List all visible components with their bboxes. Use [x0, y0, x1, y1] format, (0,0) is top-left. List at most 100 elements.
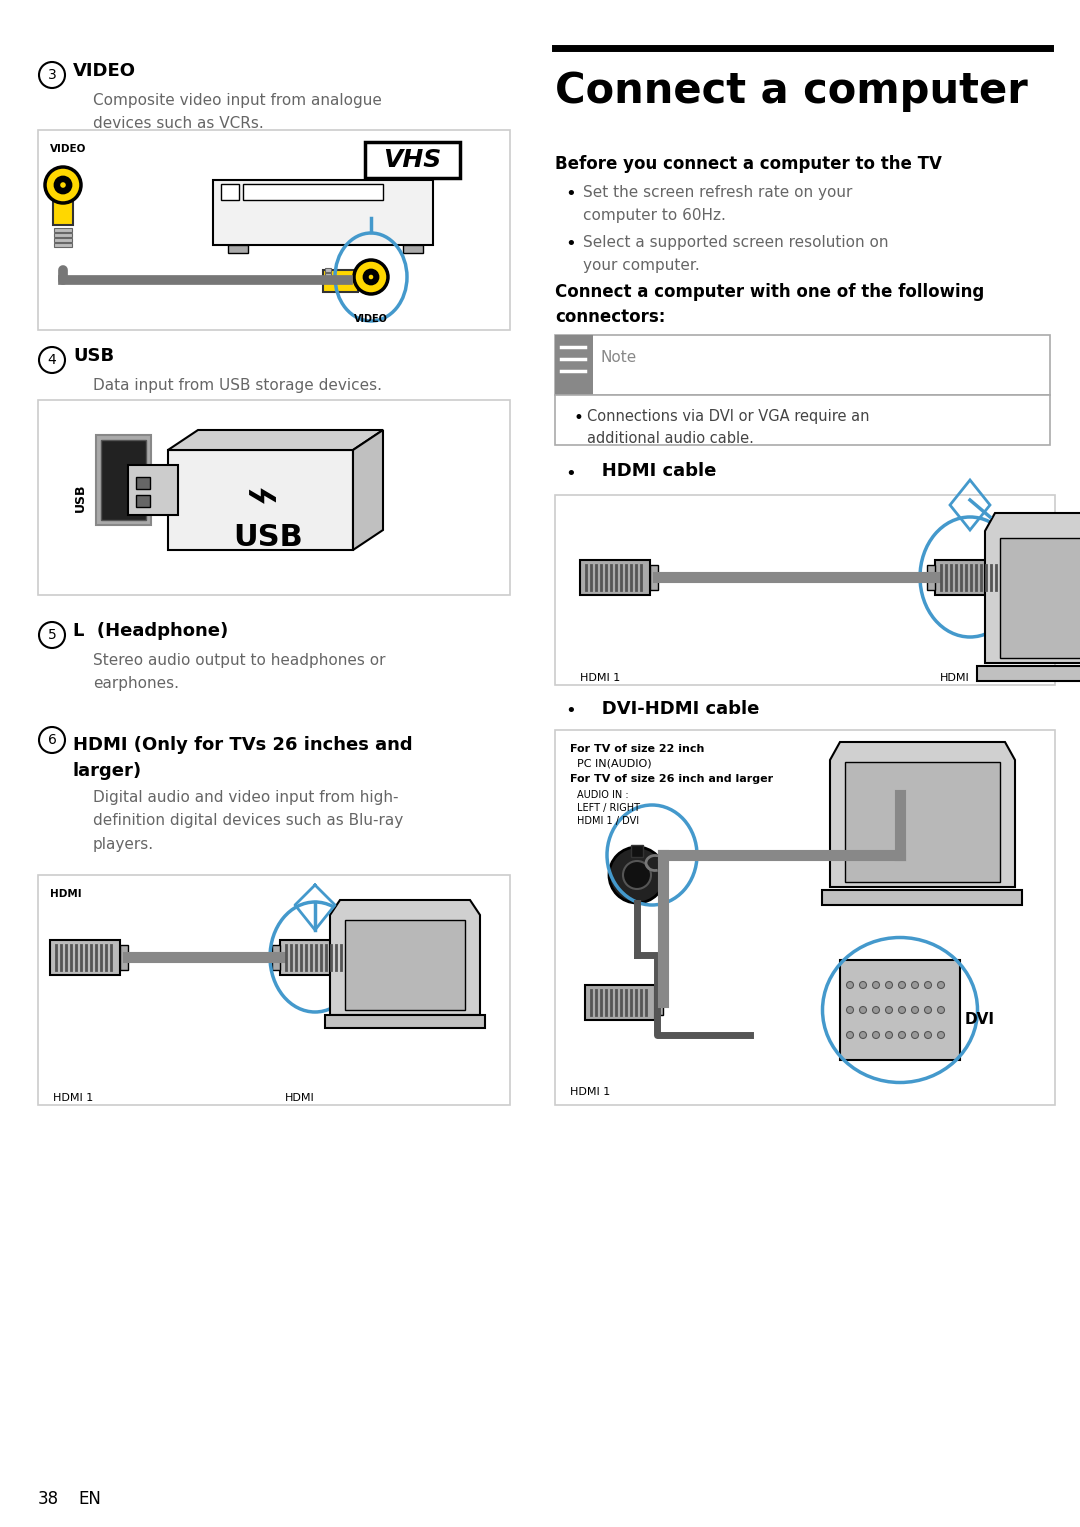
Bar	[136, 495, 150, 507]
Text: USB: USB	[73, 483, 86, 512]
Text: ⌁: ⌁	[246, 470, 280, 525]
Text: 5: 5	[48, 628, 56, 641]
Bar	[243, 183, 383, 200]
Circle shape	[45, 166, 81, 203]
Text: For TV of size 26 inch and larger: For TV of size 26 inch and larger	[570, 774, 773, 783]
Text: EN: EN	[78, 1490, 100, 1509]
Bar	[54, 234, 72, 237]
Text: Digital audio and video input from high-
definition digital devices such as Blu-: Digital audio and video input from high-…	[93, 789, 403, 852]
Circle shape	[886, 1006, 892, 1014]
Text: 3: 3	[48, 69, 56, 82]
Circle shape	[886, 982, 892, 988]
Bar	[935, 560, 1005, 596]
Text: •: •	[565, 702, 576, 721]
Text: VHS: VHS	[383, 148, 441, 173]
Text: For TV of size 22 inch: For TV of size 22 inch	[570, 744, 704, 754]
Text: 4: 4	[48, 353, 56, 366]
Text: HDMI 1: HDMI 1	[53, 1093, 93, 1102]
Circle shape	[847, 1032, 853, 1038]
Text: PC IN(AUDIO): PC IN(AUDIO)	[577, 757, 651, 768]
Bar	[228, 244, 248, 253]
Text: AUDIO IN :: AUDIO IN :	[577, 789, 629, 800]
Circle shape	[924, 1032, 931, 1038]
Text: HDMI: HDMI	[940, 673, 970, 683]
Circle shape	[886, 1032, 892, 1038]
Bar	[585, 985, 654, 1020]
Text: Data input from USB storage devices.: Data input from USB storage devices.	[93, 379, 382, 392]
Text: Connections via DVI or VGA require an
additional audio cable.: Connections via DVI or VGA require an ad…	[588, 409, 869, 446]
Circle shape	[847, 982, 853, 988]
Bar	[1000, 538, 1080, 658]
Bar	[54, 243, 72, 247]
Bar	[38, 130, 510, 330]
Bar	[555, 730, 1055, 1106]
Text: 6: 6	[48, 733, 56, 747]
Circle shape	[59, 182, 67, 188]
Circle shape	[860, 982, 866, 988]
Text: •: •	[573, 409, 583, 428]
Text: Stereo audio output to headphones or
earphones.: Stereo audio output to headphones or ear…	[93, 654, 386, 692]
Bar	[53, 180, 73, 224]
Circle shape	[937, 982, 945, 988]
Circle shape	[847, 1006, 853, 1014]
Bar	[325, 273, 330, 276]
Polygon shape	[330, 899, 480, 1015]
Bar	[403, 244, 423, 253]
Text: USB: USB	[73, 347, 114, 365]
Text: HDMI 1: HDMI 1	[580, 673, 620, 683]
Bar	[38, 400, 510, 596]
Text: HDMI (Only for TVs 26 inches and
larger): HDMI (Only for TVs 26 inches and larger)	[73, 736, 413, 780]
Circle shape	[609, 847, 665, 902]
Circle shape	[55, 177, 71, 192]
Polygon shape	[831, 742, 1015, 887]
Polygon shape	[985, 513, 1080, 663]
Bar	[54, 238, 72, 241]
Bar	[650, 565, 658, 589]
Text: L  (Headphone): L (Headphone)	[73, 621, 228, 640]
Bar	[272, 945, 280, 970]
Circle shape	[937, 1006, 945, 1014]
Text: VIDEO: VIDEO	[50, 144, 86, 154]
Polygon shape	[168, 431, 383, 450]
Circle shape	[912, 1032, 918, 1038]
Bar	[365, 142, 460, 179]
Circle shape	[860, 1006, 866, 1014]
Bar	[136, 476, 150, 489]
Bar	[977, 666, 1080, 681]
Bar	[221, 183, 239, 200]
Bar	[50, 941, 120, 976]
Text: Set the screen refresh rate on your
computer to 60Hz.: Set the screen refresh rate on your comp…	[583, 185, 852, 223]
Text: DVI: DVI	[966, 1012, 995, 1028]
Text: HDMI 1 / DVI: HDMI 1 / DVI	[577, 815, 639, 826]
Text: HDMI: HDMI	[285, 1093, 314, 1102]
Circle shape	[912, 982, 918, 988]
Bar	[631, 844, 643, 857]
Bar	[120, 945, 129, 970]
Circle shape	[912, 1006, 918, 1014]
Circle shape	[873, 1032, 879, 1038]
Text: HDMI 1: HDMI 1	[570, 1087, 610, 1096]
Bar	[325, 269, 330, 272]
Bar	[840, 960, 960, 1060]
Bar	[845, 762, 1000, 883]
Text: VIDEO: VIDEO	[73, 63, 136, 79]
Circle shape	[873, 1006, 879, 1014]
Bar	[96, 435, 151, 525]
Bar	[555, 395, 1050, 444]
Text: LEFT / RIGHT: LEFT / RIGHT	[577, 803, 640, 812]
Bar	[325, 278, 330, 282]
Text: •: •	[565, 466, 576, 483]
Text: HDMI cable: HDMI cable	[583, 463, 716, 479]
Bar	[822, 890, 1022, 906]
Bar	[580, 560, 650, 596]
Text: Connect a computer: Connect a computer	[555, 70, 1028, 111]
Text: VIDEO: VIDEO	[354, 315, 388, 324]
Bar	[38, 875, 510, 1106]
Bar	[325, 1015, 485, 1028]
Circle shape	[623, 861, 651, 889]
Circle shape	[873, 982, 879, 988]
Text: DVI-HDMI cable: DVI-HDMI cable	[583, 699, 759, 718]
Bar	[168, 450, 353, 550]
Text: •: •	[565, 185, 576, 203]
Text: Note: Note	[600, 350, 637, 365]
